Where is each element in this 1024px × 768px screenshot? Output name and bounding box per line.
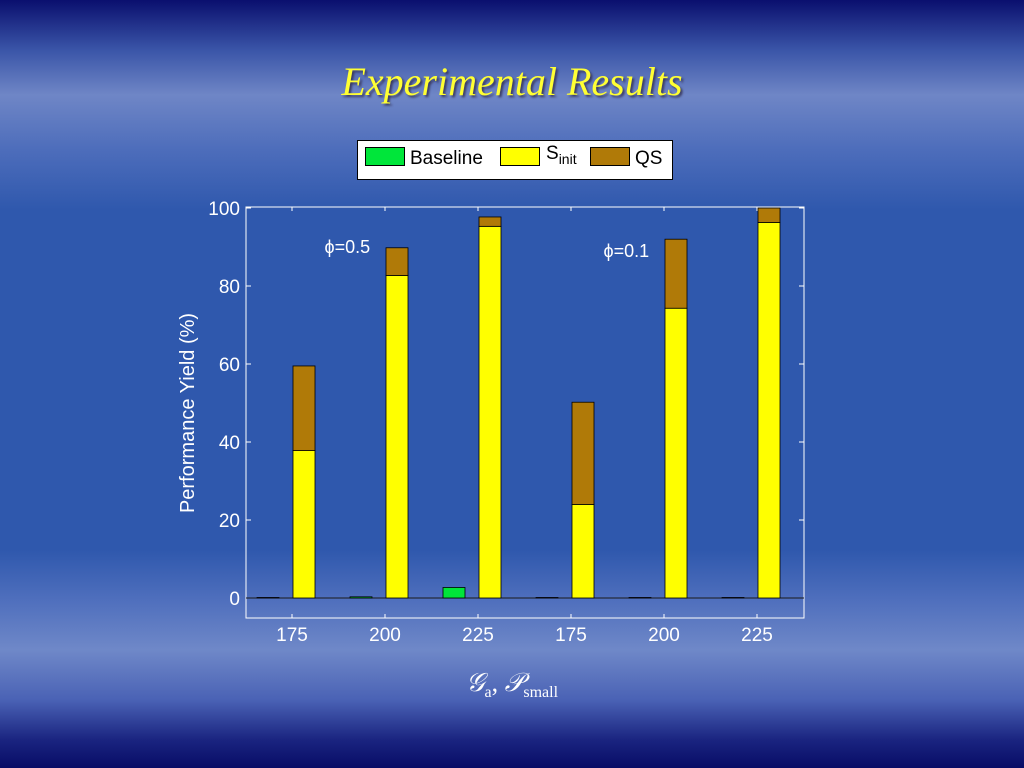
plot-area: [245, 206, 805, 619]
x-axis-title-sep: ,: [491, 668, 505, 697]
bar-sinit: [757, 222, 781, 599]
bar-baseline: [628, 597, 652, 599]
y-tick-label: 80: [219, 277, 240, 298]
bars: [256, 207, 781, 599]
legend-swatch-baseline: [365, 147, 405, 166]
y-tick-labels: 0 20 40 60 80 100: [208, 199, 240, 610]
x-tick-label: 200: [369, 625, 401, 646]
bar-baseline: [535, 597, 559, 599]
x-axis-title-g: 𝒢: [465, 668, 485, 697]
x-tick-label: 225: [741, 625, 773, 646]
annotation-label: ϕ=0.1: [604, 241, 650, 261]
bar-baseline: [349, 596, 373, 599]
annotations: ϕ=0.5 ϕ=0.1: [325, 237, 650, 261]
x-tick-label: 200: [648, 625, 680, 646]
legend-swatch-sinit: [500, 147, 540, 166]
legend-swatch-qs: [590, 147, 630, 166]
bar-sinit: [664, 307, 688, 599]
legend-label-qs: QS: [635, 148, 663, 169]
x-tick-labels: 175 200 225 175 200 225: [276, 625, 773, 646]
bar-qs: [757, 207, 781, 223]
bar-qs: [385, 247, 409, 276]
legend-label-sinit: Sinit: [546, 143, 577, 167]
legend-label-sinit-main: S: [546, 143, 559, 164]
y-axis-title: Performance Yield (%): [177, 313, 199, 513]
x-tick-label: 175: [555, 625, 587, 646]
y-tick-label: 0: [229, 589, 240, 610]
y-tick-label: 60: [219, 355, 240, 376]
x-axis-title-p-sub: small: [523, 684, 559, 702]
bar-baseline: [721, 597, 745, 599]
bar-qs: [664, 238, 688, 309]
chart-legend: Baseline Sinit QS: [357, 140, 673, 180]
legend-label-sinit-sub: init: [558, 150, 577, 167]
annotation-label: ϕ=0.5: [325, 237, 371, 257]
x-axis-title-g-sub: a: [484, 684, 492, 702]
bar-baseline: [442, 587, 466, 599]
slide-title: Experimental Results: [341, 59, 683, 104]
bar-qs: [571, 401, 595, 505]
bar-baseline: [256, 597, 280, 599]
plot-frame: [245, 206, 805, 619]
x-tick-label: 175: [276, 625, 308, 646]
bar-sinit: [478, 225, 502, 599]
y-tick-label: 100: [208, 199, 240, 220]
x-tick-label: 225: [462, 625, 494, 646]
y-tick-label: 40: [219, 433, 240, 454]
bar-qs: [478, 216, 502, 227]
x-axis-title-p: 𝒫: [504, 668, 524, 697]
bar-sinit: [385, 275, 409, 599]
y-tick-label: 20: [219, 511, 240, 532]
legend-label-baseline: Baseline: [410, 148, 483, 169]
x-axis-title: 𝒢a, 𝒫small: [0, 668, 1024, 702]
axis-ticks: [246, 207, 804, 618]
bar-sinit: [292, 450, 316, 599]
bar-sinit: [571, 503, 595, 599]
bar-qs: [292, 365, 316, 451]
